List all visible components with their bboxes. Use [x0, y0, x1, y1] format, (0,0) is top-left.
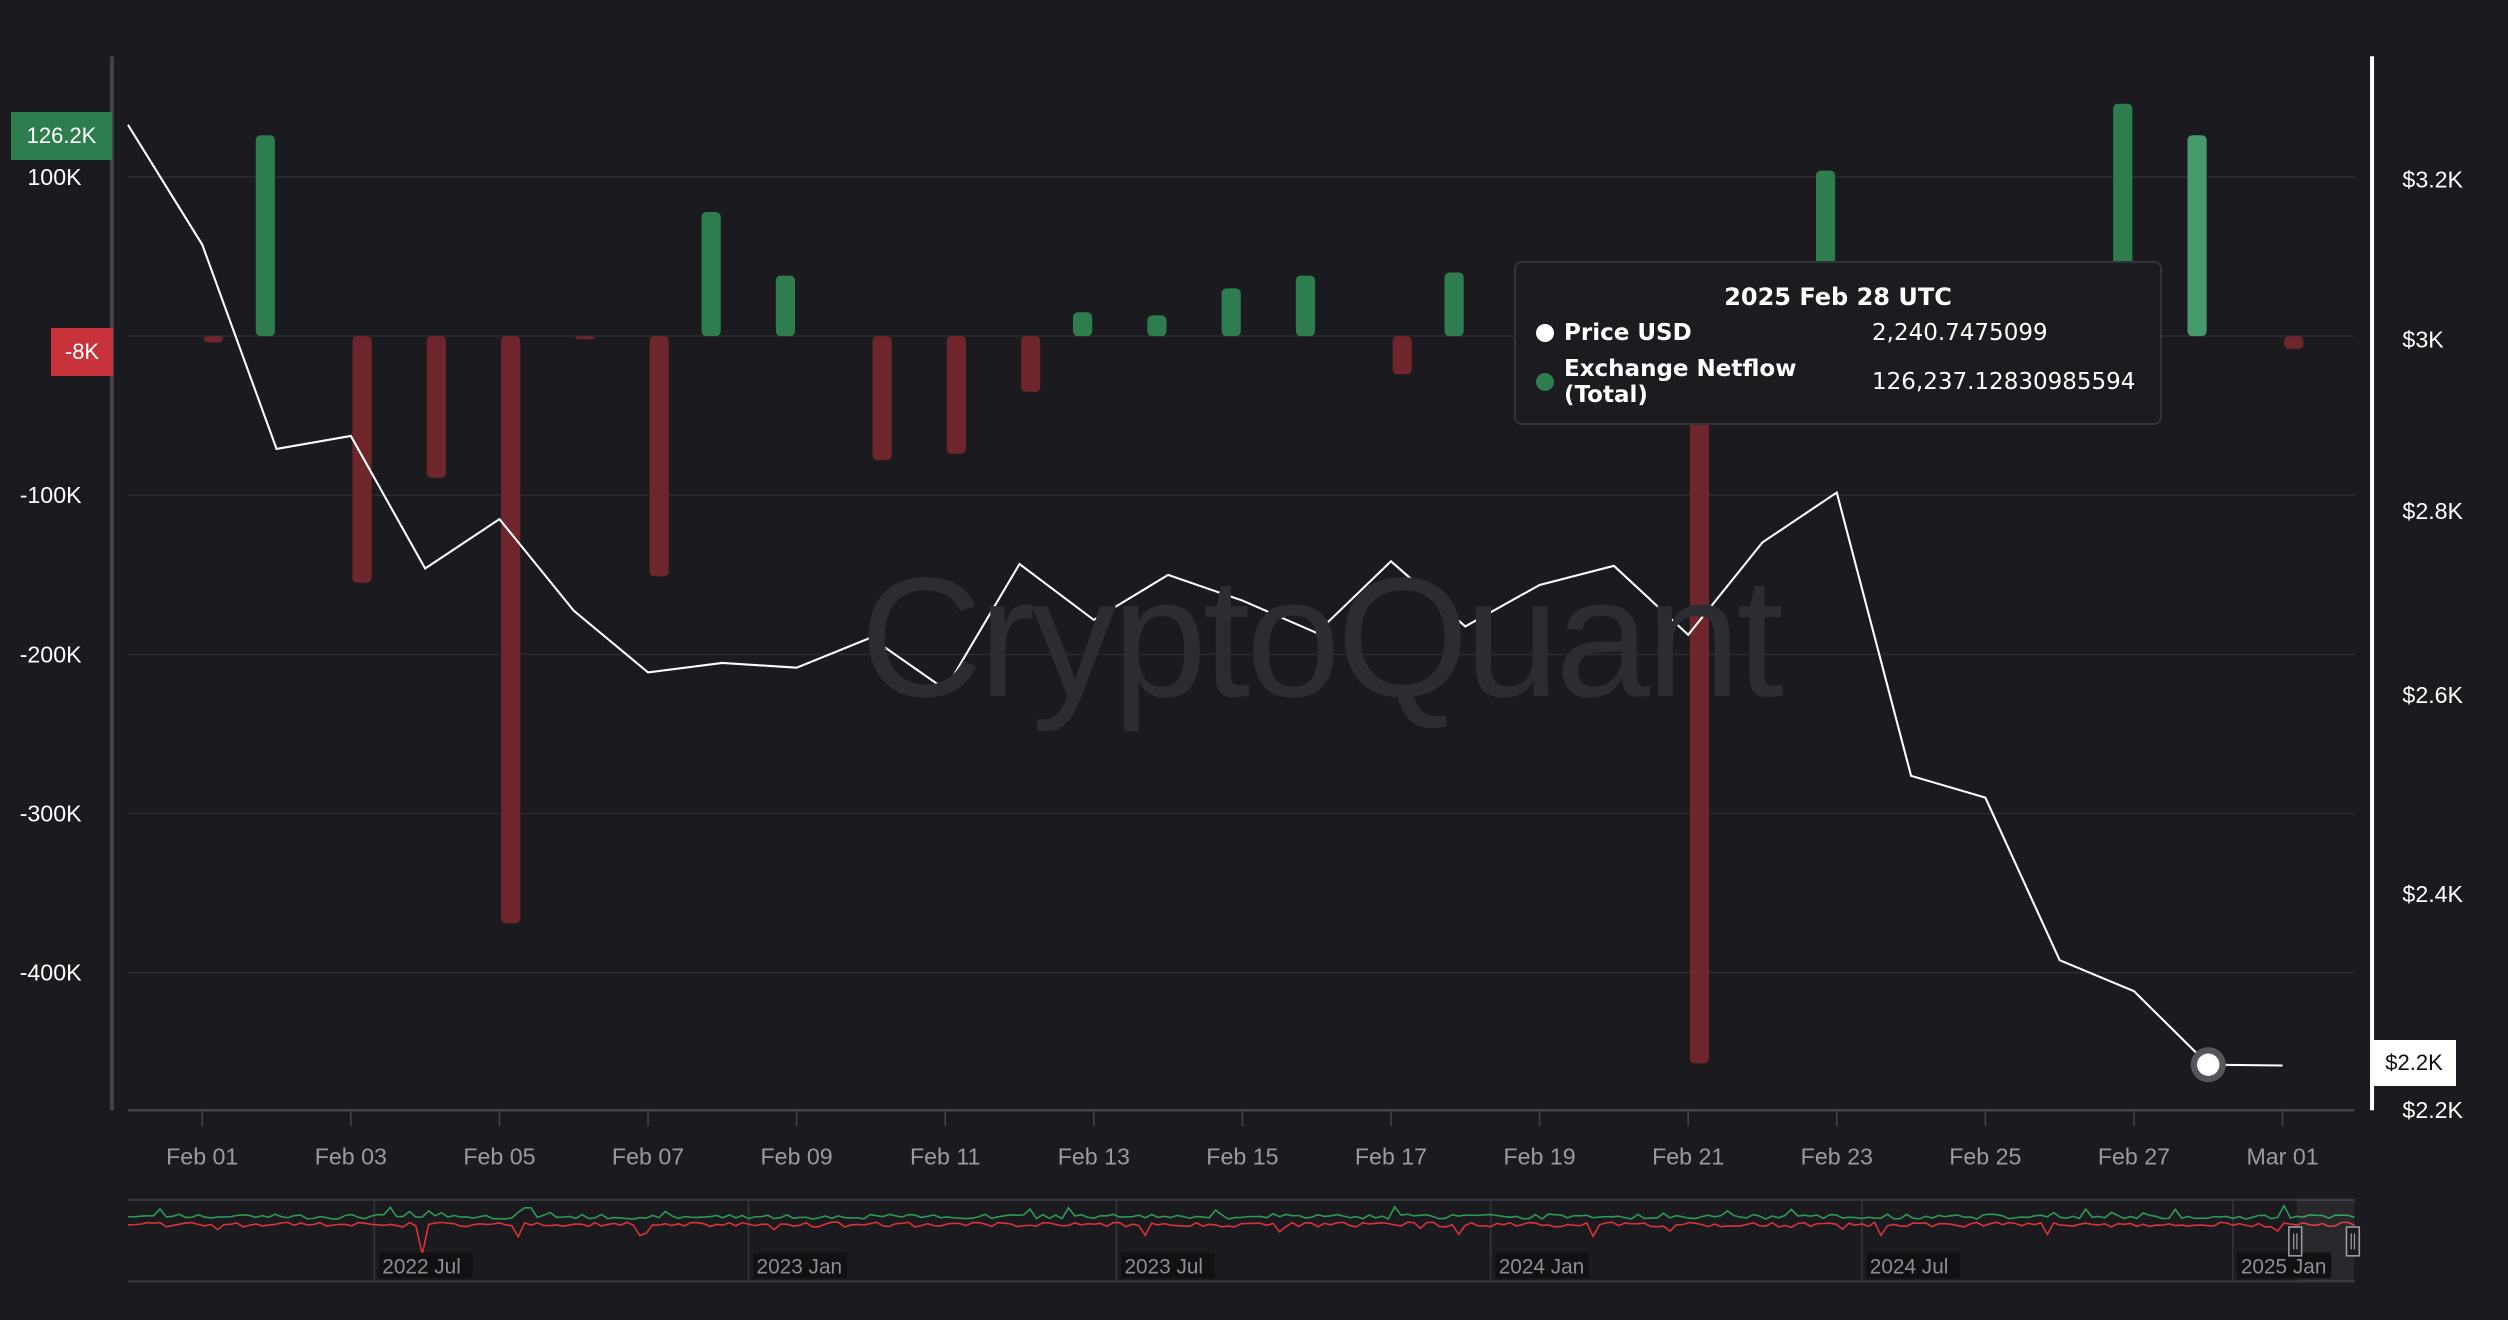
left-axis-low-badge-text: -8K [64, 339, 100, 364]
x-axis-tick-label: Feb 23 [1801, 1144, 1873, 1170]
left-axis-high-badge: 126.2K [11, 112, 112, 160]
netflow-bar [426, 336, 446, 478]
right-axis-price-badge-text: $2.2K [2385, 1050, 2443, 1075]
x-axis-tick-label: Feb 21 [1652, 1144, 1724, 1170]
tooltip-price-value: 2,240.7475099 [1872, 320, 2048, 346]
netflow-bar [575, 336, 595, 340]
netflow-legend-dot-icon [1536, 373, 1554, 391]
price-line [127, 124, 2283, 1067]
netflow-bar [775, 275, 796, 337]
navigator-handle-left[interactable] [2288, 1226, 2303, 1257]
netflow-bar [701, 211, 721, 337]
netflow-bar [1295, 275, 1316, 337]
navigator-date-label: 2023 Jan [757, 1255, 843, 1278]
netflow-bar [352, 336, 372, 583]
tooltip-price-label: Price USD [1564, 320, 1692, 346]
right-axis-tick-label: $2.2K [2402, 1097, 2463, 1123]
x-axis-tick-label: Feb 05 [463, 1144, 535, 1170]
left-axis-tick-label: -400K [20, 960, 82, 986]
x-axis-tick-label: Feb 09 [761, 1144, 833, 1170]
x-axis-tick-label: Feb 25 [1949, 1144, 2021, 1170]
x-axis-tick-label: Feb 17 [1355, 1144, 1427, 1170]
tooltip-netflow-label: Exchange Netflow (Total) [1564, 356, 1797, 408]
tooltip-row-price: Price USD 2,240.7475099 [1536, 320, 2048, 346]
left-axis-ticks: 100K -100K -200K -300K -400K [20, 164, 82, 986]
right-axis-tick-label: $2.8K [2402, 498, 2463, 524]
left-axis-tick-label: -100K [20, 482, 82, 508]
x-axis-tick-label: Feb 01 [166, 1144, 238, 1170]
right-axis-tick-label: $2.4K [2402, 881, 2463, 907]
netflow-bars [203, 103, 2304, 1064]
netflow-bar [1444, 272, 1464, 337]
left-axis-tick-label: -200K [20, 641, 82, 667]
tooltip-row-netflow: Exchange Netflow (Total) 126,237.1283098… [1536, 356, 2135, 408]
netflow-bar [2284, 336, 2304, 349]
x-axis-tick-label: Feb 07 [612, 1144, 684, 1170]
netflow-bar [1689, 336, 1709, 1064]
navigator-date-label: 2023 Jul [1124, 1255, 1203, 1278]
left-axis-low-badge: -8K [51, 328, 113, 376]
netflow-bar [1021, 336, 1041, 392]
right-axis-tick-label: $2.6K [2402, 682, 2463, 708]
navigator-netflow-positive-line [127, 1204, 2355, 1221]
right-axis-price-badge: $2.2K [2372, 1040, 2456, 1086]
price-legend-dot-icon [1536, 324, 1554, 342]
x-axis-tick-label: Feb 19 [1503, 1144, 1575, 1170]
netflow-bar [501, 336, 521, 924]
netflow-bar [872, 336, 892, 461]
netflow-bar [1073, 312, 1093, 337]
right-axis-tick-label: $3K [2402, 327, 2444, 353]
navigator-date-label: 2025 Jan [2241, 1255, 2327, 1278]
netflow-bar [1392, 336, 1412, 375]
x-axis-tick-label: Feb 27 [2098, 1144, 2170, 1170]
left-axis-high-badge-text: 126.2K [26, 123, 97, 148]
right-axis-ticks: $3.2K $3K $2.8K $2.6K $2.4K $2.2K [2402, 166, 2463, 1123]
navigator-date-label: 2024 Jul [1870, 1255, 1949, 1278]
netflow-bar [1221, 288, 1241, 337]
navigator[interactable]: 2022 Jul 2023 Jan 2023 Jul 2024 Jan 2024 Jul… [127, 1198, 2361, 1283]
x-axis-ticks: Feb 01 Feb 03 Feb 05 Feb 07 Feb 09 Feb 11 Feb … [166, 1111, 2319, 1170]
netflow-bar [2187, 135, 2207, 337]
netflow-bar [1147, 315, 1167, 337]
hover-point [2197, 1053, 2220, 1076]
left-axis-tick-label: -300K [20, 801, 82, 827]
x-axis-tick-label: Feb 15 [1206, 1144, 1278, 1170]
navigator-handle-right[interactable] [2345, 1226, 2361, 1257]
netflow-bar [649, 336, 669, 577]
navigator-netflow-negative-line [127, 1221, 2355, 1255]
left-axis-tick-label: 100K [27, 164, 82, 190]
netflow-bar [946, 336, 967, 454]
navigator-date-label: 2024 Jan [1499, 1255, 1585, 1278]
hover-tooltip: 2025 Feb 28 UTC Price USD 2,240.7475099 … [1514, 261, 2162, 425]
tooltip-date: 2025 Feb 28 UTC [1724, 283, 1952, 311]
navigator-date-label: 2022 Jul [382, 1255, 461, 1278]
x-axis-tick-label: Mar 01 [2246, 1144, 2318, 1170]
tooltip-netflow-value: 126,237.12830985594 [1872, 369, 2136, 395]
right-axis-tick-label: $3.2K [2402, 166, 2463, 192]
x-axis-tick-label: Feb 13 [1058, 1144, 1130, 1170]
x-axis-tick-label: Feb 11 [910, 1144, 980, 1170]
x-axis-tick-label: Feb 03 [315, 1144, 387, 1170]
netflow-bar [255, 135, 275, 337]
netflow-bar [203, 336, 224, 343]
